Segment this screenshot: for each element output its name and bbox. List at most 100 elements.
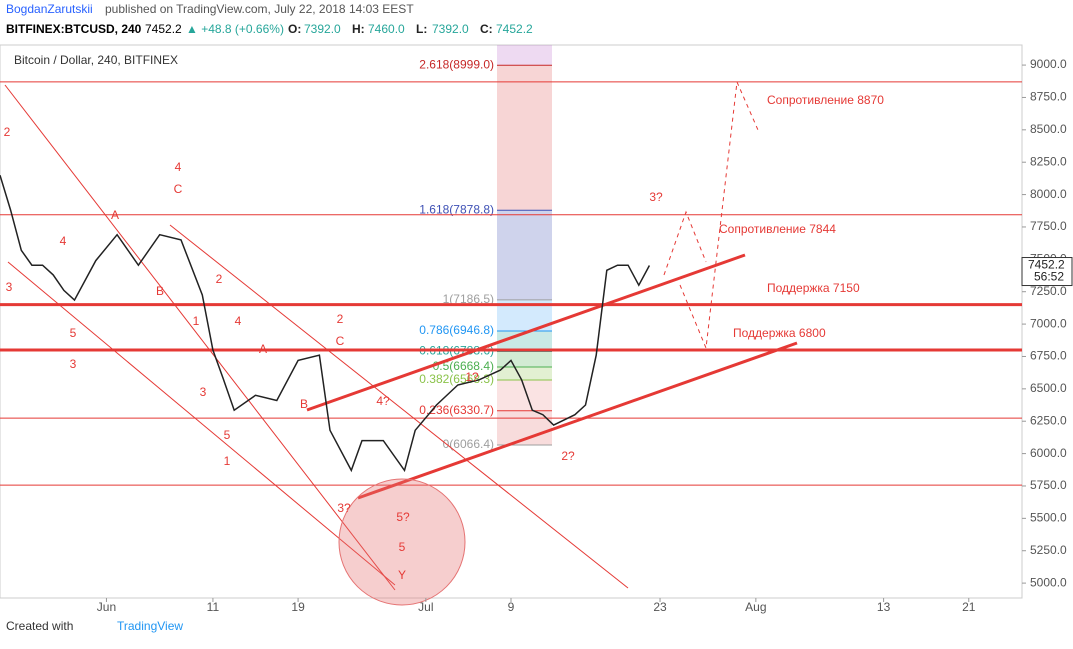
change: ▲ +48.8 (+0.66%)	[186, 22, 284, 36]
fib-label: 0.5(6668.4)	[433, 359, 494, 373]
wave-label: 2	[337, 312, 344, 326]
drawings	[4, 80, 798, 606]
y-tick-label: 8000.0	[1030, 187, 1067, 201]
x-tick-label: 11	[207, 600, 220, 614]
chart-title: Bitcoin / Dollar, 240, BITFINEX	[14, 53, 178, 67]
fib-zone	[497, 210, 552, 300]
wave-label: 2	[216, 272, 223, 286]
levels: Сопротивление 8870 Сопротивление 7844 Подд…	[0, 81, 1022, 486]
wave-label: A	[259, 342, 267, 356]
ohlc-item: 7452.2	[496, 22, 533, 36]
y-tick-label: 7000.0	[1030, 316, 1067, 330]
wave-label: 3	[200, 385, 207, 399]
x-tick-label: 19	[291, 600, 305, 614]
y-tick-label: 8250.0	[1030, 154, 1067, 168]
fib-label: 0.236(6330.7)	[419, 403, 494, 417]
wave-label: 1	[224, 454, 231, 468]
y-tick-label: 5500.0	[1030, 511, 1067, 525]
level-label: Поддержка 7150	[767, 281, 860, 295]
y-tick-label: 9000.0	[1030, 57, 1067, 71]
projection	[663, 210, 707, 276]
wave-label: 3?	[649, 190, 663, 204]
ohlc-item: L:	[416, 22, 427, 36]
wave-label: Y	[398, 568, 406, 582]
wave-label: 1?	[465, 370, 479, 384]
ohlc-item: O:	[288, 22, 301, 36]
last-price-tag	[1021, 257, 1073, 287]
fib-extension	[497, 45, 552, 66]
wave-label: 5?	[396, 510, 410, 524]
y-tick-label: 8750.0	[1030, 90, 1067, 104]
y-tick-label: 7750.0	[1030, 219, 1067, 233]
level-label: Сопротивление 7844	[719, 222, 836, 236]
wave-label: B	[300, 397, 308, 411]
fib-zone	[497, 379, 552, 411]
fib-label: 0.786(6946.8)	[419, 323, 494, 337]
ohlc-item: 7460.0	[368, 22, 405, 36]
y-tick-label: 6250.0	[1030, 413, 1067, 427]
channel-line	[306, 253, 746, 412]
author: BogdanZarutskii	[6, 2, 93, 16]
y-tick-label: 6750.0	[1030, 349, 1067, 363]
fib-label: 0(6066.4)	[443, 437, 494, 451]
footer-brand: TradingView	[117, 619, 183, 633]
wave-label: C	[174, 182, 183, 196]
wave-label: 5	[70, 326, 77, 340]
wave-label: A	[111, 208, 119, 222]
fibonacci: 0(6066.4) 0.236(6330.7) 0.382(6568.3)0.5(6…	[419, 45, 552, 451]
wave-label: 4	[235, 314, 242, 328]
level-label: Сопротивление 8870	[767, 93, 884, 107]
price: 7452.2	[145, 22, 182, 36]
x-tick-label: Aug	[745, 600, 766, 614]
wave-label: 3	[6, 280, 13, 294]
fib-label: 1.618(7878.8)	[419, 202, 494, 216]
y-tick-label: 5250.0	[1030, 543, 1067, 557]
ohlc-item: H:	[352, 22, 365, 36]
wave-label: 1	[193, 314, 200, 328]
footer-created: Created with	[6, 619, 73, 633]
y-tick-label: 8500.0	[1030, 122, 1067, 136]
y-tick-label: 6000.0	[1030, 446, 1067, 460]
fib-label: 1(7186.5)	[443, 292, 494, 306]
wave-label: 3?	[337, 501, 351, 515]
wave-label: C	[336, 334, 345, 348]
x-tick-label: Jul	[418, 600, 433, 614]
x-tick-label: 21	[962, 600, 976, 614]
fib-zone	[497, 351, 552, 368]
level-label: Поддержка 6800	[733, 326, 826, 340]
wave-label: 2?	[561, 449, 575, 463]
ohlc-item: 7392.0	[304, 22, 341, 36]
target-zone	[338, 478, 466, 606]
symbol: BITFINEX:BTCUSD, 240	[6, 22, 142, 36]
fib-zone	[497, 330, 552, 352]
y-tick-label: 5750.0	[1030, 478, 1067, 492]
x-tick-label: 13	[877, 600, 891, 614]
trend-line	[7, 261, 396, 586]
ohlc-item: C:	[480, 22, 493, 36]
fib-label: 0.382(6568.3)	[419, 372, 494, 386]
wave-label: 5	[224, 428, 231, 442]
wave-label: 5	[399, 540, 406, 554]
wave-label: 3	[70, 357, 77, 371]
x-tick-label: Jun	[97, 600, 116, 614]
price-line	[0, 174, 651, 473]
fib-zone	[497, 65, 552, 211]
trend-line	[4, 84, 396, 591]
countdown: 56:52	[1034, 270, 1064, 284]
wave-label: 2	[4, 125, 11, 139]
fib-label: 2.618(8999.0)	[419, 57, 494, 71]
projection	[679, 80, 759, 350]
last-price-label: 7452.2	[1028, 258, 1065, 272]
wave-label: B	[156, 284, 164, 298]
x-tick-label: 23	[653, 600, 667, 614]
ohlc-item: 7392.0	[432, 22, 469, 36]
y-tick-label: 6500.0	[1030, 381, 1067, 395]
fib-zone	[497, 367, 552, 380]
wave-label: 4	[60, 234, 67, 248]
published: published on TradingView.com, July 22, 2…	[105, 2, 414, 16]
x-tick-label: 9	[508, 600, 515, 614]
wave-label: 4?	[376, 394, 390, 408]
ohlc: O: 7392.0 H: 7460.0 L: 7392.0 C: 7452.2	[288, 22, 533, 36]
